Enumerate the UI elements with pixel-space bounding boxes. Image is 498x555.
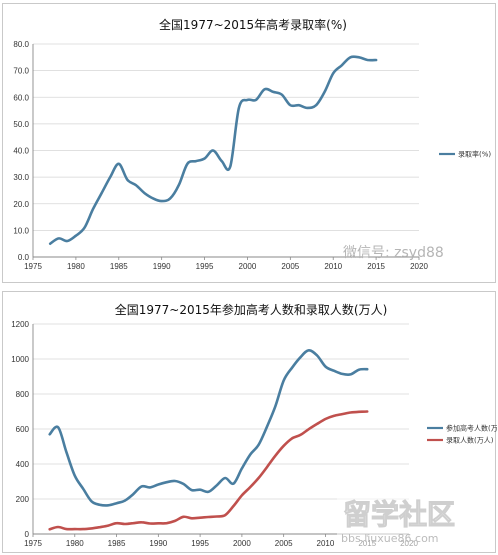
- legend-label-1: 参加高考人数(万人): [446, 424, 497, 433]
- legend-label-2: 录取人数(万人): [446, 436, 494, 445]
- x-tick-label: 1990: [149, 539, 167, 548]
- y-tick-label: 1200: [11, 320, 29, 329]
- x-tick-label: 1985: [108, 539, 126, 548]
- y-tick-label: 0: [25, 530, 30, 539]
- x-tick-label: 2020: [410, 262, 428, 271]
- applicants-admitted-chart: 全国1977~2015年参加高考人数和录取人数(万人) 0 200 400 600 800…: [11, 302, 497, 550]
- x-tick-label: 2000: [239, 262, 257, 271]
- y-tick-label: 1000: [11, 355, 29, 364]
- x-tick-label: 2010: [317, 539, 335, 548]
- y-tick-label: 800: [16, 390, 30, 399]
- admission-rate-chart-panel: 全国1977~2015年高考录取率(%) 0.0 10.0 20.0 30.0 40.0 5…: [2, 3, 496, 283]
- x-tick-label: 1990: [153, 262, 171, 271]
- x-tick-label: 2005: [275, 539, 293, 548]
- site-logo-text: 留学社区: [343, 498, 455, 531]
- series-line-2: [48, 410, 369, 531]
- applicants-admitted-chart-panel: 全国1977~2015年参加高考人数和录取人数(万人) 0 200 400 600 800…: [2, 291, 497, 553]
- series-line-1: [48, 55, 378, 245]
- wechat-watermark: 微信号: zsyd88: [343, 245, 444, 261]
- y-tick-label: 600: [16, 425, 30, 434]
- site-logo-backdrop: [337, 488, 487, 550]
- series-line-1: [48, 348, 369, 507]
- x-tick-label: 2015: [367, 262, 385, 271]
- y-tick-label: 50.0: [13, 120, 29, 129]
- x-tick-label: 1975: [24, 262, 42, 271]
- legend-label-1: 录取率(%): [458, 150, 491, 159]
- x-tick-label: 2010: [324, 262, 342, 271]
- x-tick-label: 1975: [24, 539, 42, 548]
- y-tick-label: 80.0: [13, 40, 29, 49]
- y-tick-label: 0.0: [18, 253, 30, 262]
- x-tick-label: 1980: [66, 539, 84, 548]
- y-tick-label: 200: [16, 495, 30, 504]
- y-tick-label: 10.0: [13, 226, 29, 235]
- site-url-text: bbs.liuxue86.com: [341, 532, 439, 545]
- y-tick-label: 60.0: [13, 93, 29, 102]
- chart-title: 全国1977~2015年参加高考人数和录取人数(万人): [115, 302, 388, 317]
- y-tick-label: 30.0: [13, 173, 29, 182]
- x-tick-label: 1980: [67, 262, 85, 271]
- y-tick-label: 70.0: [13, 67, 29, 76]
- x-tick-label: 1995: [191, 539, 209, 548]
- y-tick-label: 40.0: [13, 147, 29, 156]
- admission-rate-chart: 全国1977~2015年高考录取率(%) 0.0 10.0 20.0 30.0 40.0 5…: [13, 17, 491, 271]
- y-tick-label: 400: [16, 460, 30, 469]
- x-tick-label: 1995: [196, 262, 214, 271]
- x-tick-label: 2005: [281, 262, 299, 271]
- x-tick-label: 1985: [110, 262, 128, 271]
- y-tick-label: 20.0: [13, 200, 29, 209]
- x-tick-label: 2000: [233, 539, 251, 548]
- chart-title: 全国1977~2015年高考录取率(%): [159, 17, 347, 32]
